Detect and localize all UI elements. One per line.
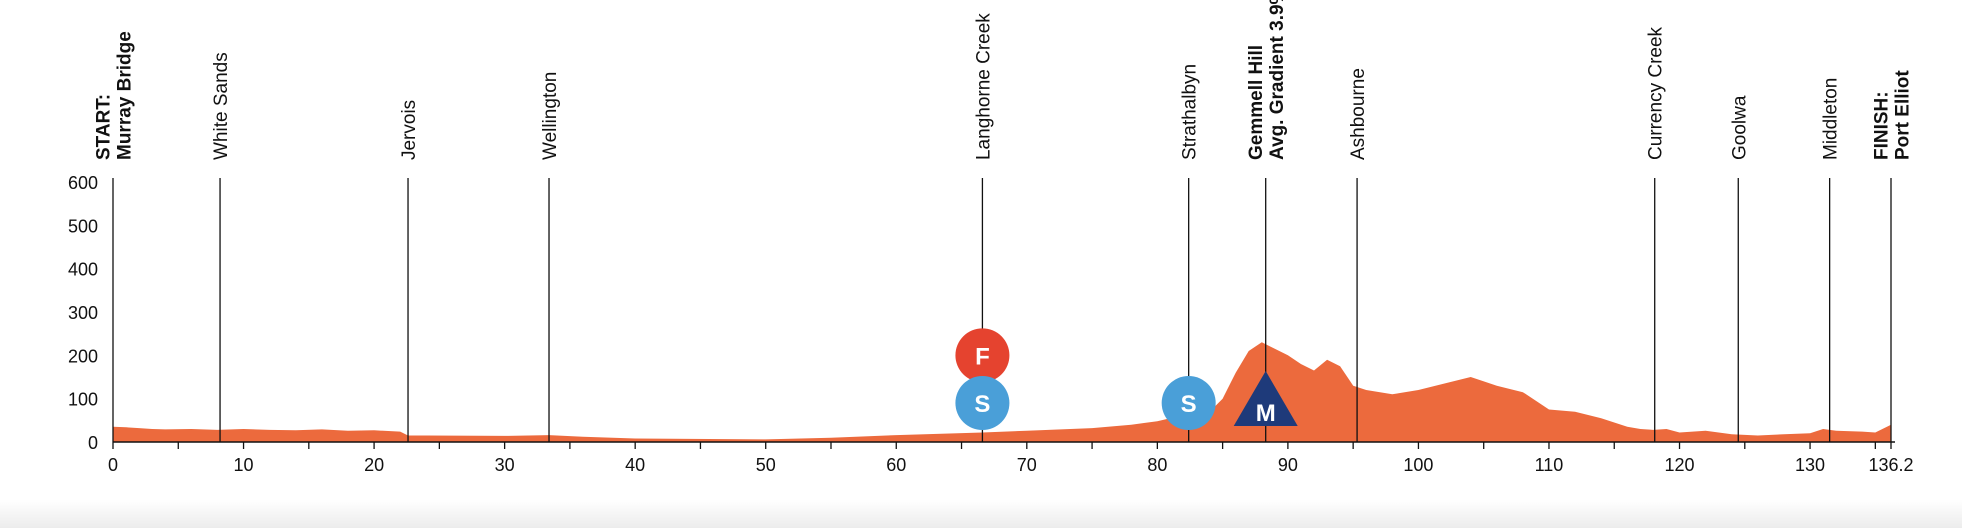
feed-marker-letter: F	[975, 343, 990, 370]
sprint-circle-icon	[955, 376, 1010, 430]
waypoint-label: Avg. Gradient 3.9%	[1267, 0, 1288, 160]
waypoint-label: Murray Bridge	[115, 31, 136, 160]
y-tick-label: 0	[88, 433, 98, 453]
y-tick-label: 500	[68, 216, 98, 236]
x-tick-label: 120	[1664, 455, 1694, 475]
x-tick-label: 20	[364, 455, 384, 475]
x-tick-label: 110	[1535, 455, 1564, 475]
waypoint-label: START:	[94, 94, 115, 160]
x-tick-label: 0	[108, 455, 118, 475]
elevation-area	[113, 342, 1891, 442]
sprint-circle-icon	[1161, 376, 1216, 430]
x-tick-label: 136.2	[1868, 455, 1913, 475]
waypoint-label: Ashbourne	[1348, 68, 1369, 160]
x-tick-label: 90	[1278, 455, 1298, 475]
waypoint-label: Wellington	[540, 72, 561, 160]
sprint-marker-letter: S	[974, 391, 990, 418]
x-tick-label: 50	[756, 455, 776, 475]
y-tick-label: 400	[68, 260, 98, 280]
y-tick-label: 200	[68, 346, 98, 366]
x-tick-label: 130	[1795, 455, 1825, 475]
x-tick-label: 100	[1403, 455, 1433, 475]
x-tick-label: 60	[886, 455, 906, 475]
y-tick-label: 100	[68, 390, 98, 410]
bottom-fade	[0, 500, 1962, 528]
waypoint-label: Strathalbyn	[1180, 64, 1201, 160]
kom-marker-letter: M	[1256, 400, 1276, 427]
waypoint-label: Jervois	[399, 100, 420, 160]
sprint-marker: S	[1161, 376, 1216, 430]
x-tick-label: 10	[234, 455, 254, 475]
sprint-marker: S	[955, 376, 1010, 430]
y-tick-label: 300	[68, 303, 98, 323]
kom-marker: M	[1233, 371, 1298, 427]
waypoint-label: Port Elliot	[1893, 70, 1914, 160]
x-tick-label: 40	[625, 455, 645, 475]
x-tick-label: 30	[495, 455, 515, 475]
waypoint-label: FINISH:	[1872, 91, 1893, 160]
x-tick-label: 80	[1147, 455, 1167, 475]
waypoint-label: Goolwa	[1729, 95, 1750, 160]
waypoint-label: Gemmell Hill	[1246, 45, 1267, 160]
feed-circle-icon	[955, 328, 1010, 383]
waypoint-label: White Sands	[211, 52, 232, 160]
waypoint-label: Middleton	[1821, 78, 1842, 160]
x-tick-label: 70	[1017, 455, 1037, 475]
y-tick-label: 600	[68, 173, 98, 193]
sprint-marker-letter: S	[1181, 391, 1197, 418]
feed-marker: F	[955, 328, 1010, 383]
waypoint-label: Currency Creek	[1646, 26, 1667, 160]
waypoint-label: Langhorne Creek	[973, 13, 994, 160]
kom-triangle-icon	[1233, 371, 1298, 427]
